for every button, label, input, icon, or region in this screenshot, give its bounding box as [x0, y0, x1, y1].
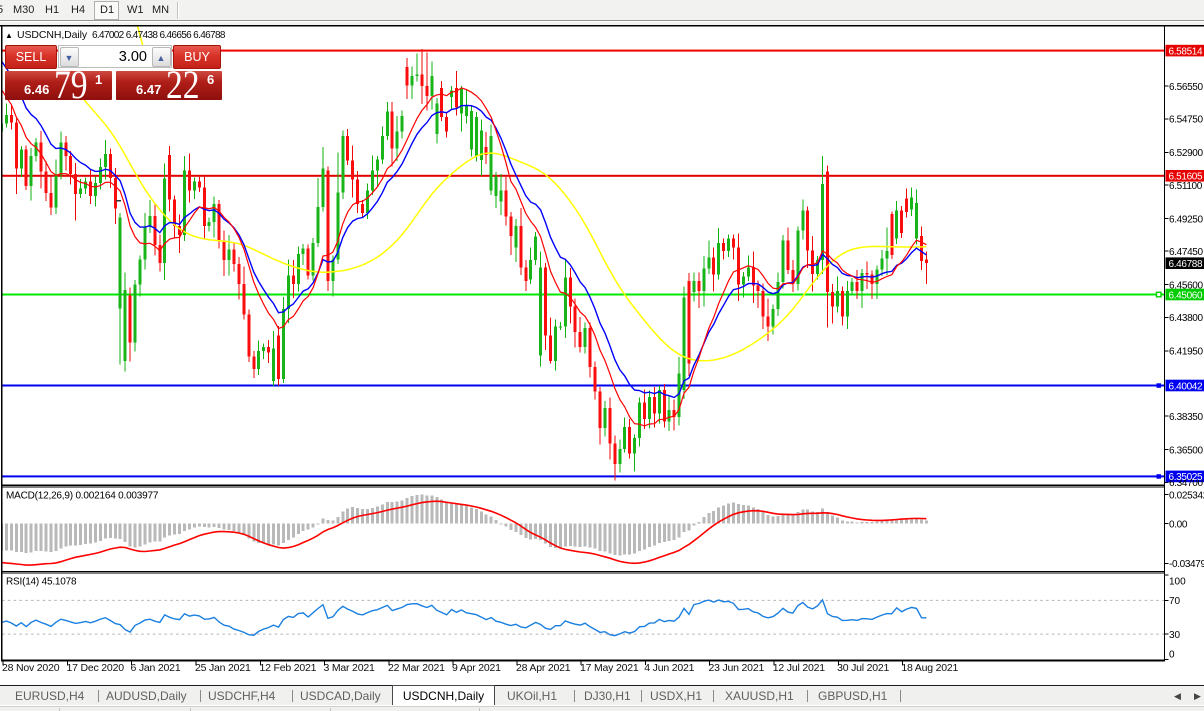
svg-text:6.58514: 6.58514	[1169, 46, 1203, 57]
svg-text:3 Mar 2021: 3 Mar 2021	[324, 662, 375, 674]
svg-text:6.56550: 6.56550	[1169, 82, 1203, 93]
svg-text:17 Dec 2020: 17 Dec 2020	[67, 662, 125, 674]
svg-text:12 Feb 2021: 12 Feb 2021	[260, 662, 317, 674]
svg-text:22 Mar 2021: 22 Mar 2021	[388, 662, 445, 674]
svg-text:6.49250: 6.49250	[1169, 214, 1203, 225]
svg-text:▲: ▲	[5, 31, 13, 40]
svg-text:6.43800: 6.43800	[1169, 313, 1203, 324]
svg-text:0: 0	[1169, 649, 1175, 660]
svg-text:MACD(12,26,9) 0.002164 0.00397: MACD(12,26,9) 0.002164 0.003977	[6, 491, 159, 502]
svg-text:6.45060: 6.45060	[1169, 290, 1203, 301]
svg-text:6.40042: 6.40042	[1169, 381, 1203, 392]
svg-text:28 Apr 2021: 28 Apr 2021	[516, 662, 571, 674]
svg-text:-0.03479: -0.03479	[1169, 559, 1204, 570]
svg-text:12 Jul 2021: 12 Jul 2021	[773, 662, 825, 674]
svg-text:4 Jun 2021: 4 Jun 2021	[644, 662, 694, 674]
svg-text:6.38350: 6.38350	[1169, 412, 1203, 423]
svg-text:23 Jun 2021: 23 Jun 2021	[709, 662, 765, 674]
svg-text:17 May 2021: 17 May 2021	[580, 662, 639, 674]
svg-text:6 Jan 2021: 6 Jan 2021	[131, 662, 181, 674]
svg-text:6.51605: 6.51605	[1169, 172, 1203, 183]
svg-text:6.35025: 6.35025	[1169, 472, 1203, 483]
svg-text:6.46788: 6.46788	[1169, 259, 1203, 270]
svg-text:9 Apr 2021: 9 Apr 2021	[452, 662, 501, 674]
svg-text:0.025342: 0.025342	[1169, 491, 1204, 502]
svg-text:100: 100	[1169, 576, 1186, 587]
svg-text:0.00: 0.00	[1169, 519, 1188, 530]
svg-text:6.41950: 6.41950	[1169, 347, 1203, 358]
svg-text:30 Jul 2021: 30 Jul 2021	[837, 662, 889, 674]
svg-text:70: 70	[1169, 596, 1181, 607]
svg-text:6.47002 6.47438 6.46656 6.4678: 6.47002 6.47438 6.46656 6.46788	[92, 30, 226, 41]
svg-text:6.51100: 6.51100	[1169, 181, 1203, 192]
svg-text:USDCNH,Daily: USDCNH,Daily	[17, 29, 88, 41]
svg-text:6.54750: 6.54750	[1169, 115, 1203, 126]
svg-text:RSI(14) 45.1078: RSI(14) 45.1078	[6, 577, 77, 588]
svg-text:6.45600: 6.45600	[1169, 281, 1203, 292]
svg-text:28 Nov 2020: 28 Nov 2020	[2, 662, 60, 674]
svg-text:6.47450: 6.47450	[1169, 247, 1203, 258]
svg-text:6.36500: 6.36500	[1169, 446, 1203, 457]
svg-text:6.34700: 6.34700	[1169, 478, 1203, 489]
svg-text:18 Aug 2021: 18 Aug 2021	[901, 662, 958, 674]
svg-text:25 Jan 2021: 25 Jan 2021	[195, 662, 251, 674]
svg-text:6.52900: 6.52900	[1169, 148, 1203, 159]
svg-text:30: 30	[1169, 630, 1181, 641]
